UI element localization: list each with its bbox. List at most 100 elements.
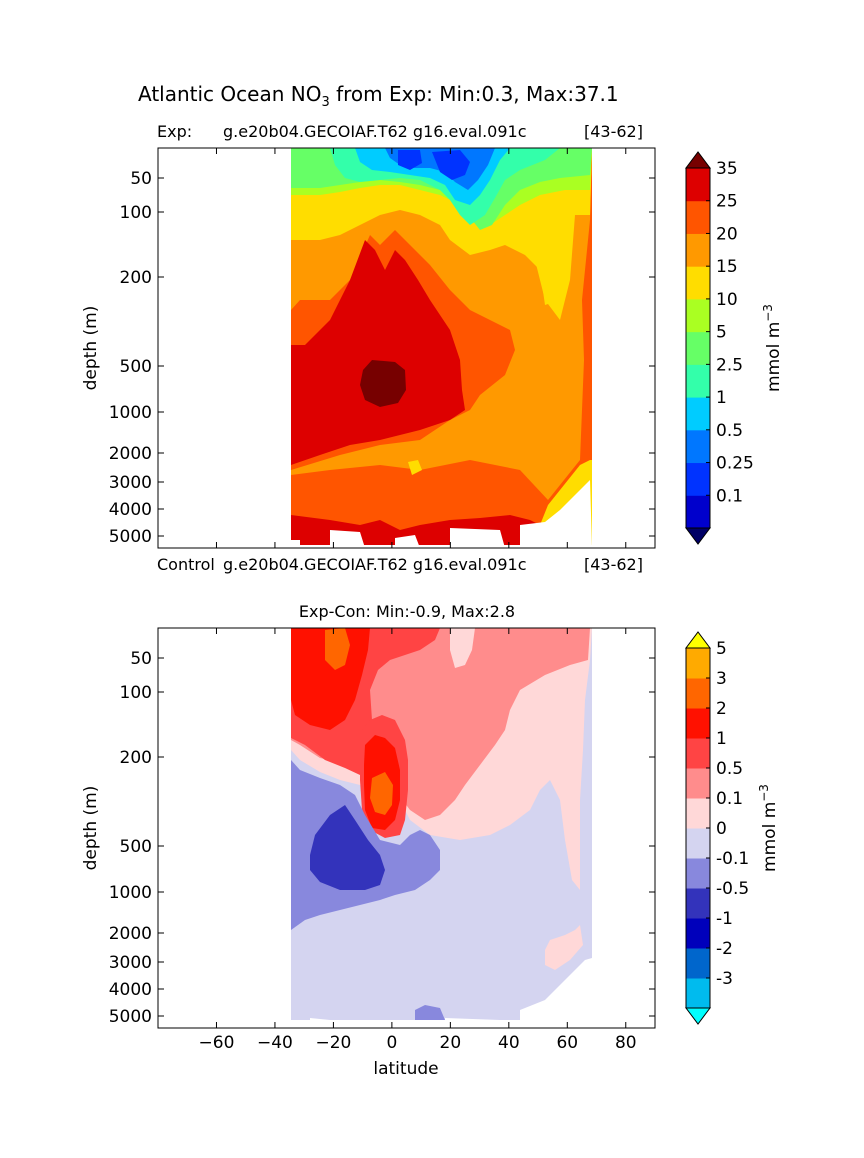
- colorbar-experiment: 0.1 0.25 0.5 1 2.5 5 10 15 20 25 35: [685, 151, 754, 545]
- colorbar-tick-label: 0.5: [716, 421, 743, 441]
- x-tick-label: 60: [556, 1033, 578, 1053]
- colorbar-swatch: [686, 888, 710, 919]
- y-tick-label: 100: [120, 203, 152, 223]
- colorbar-swatch: [686, 266, 710, 300]
- colorbar-tick-label: 35: [716, 159, 738, 179]
- y-tick-label: 3000: [109, 473, 152, 493]
- panel2-x-axis: −60 −40 −20 0 20 40 60 80: [199, 628, 637, 1053]
- colorbar-tick-label: 10: [716, 290, 738, 310]
- contour-minus1-minus0_5: [310, 805, 385, 890]
- colorbar-extend-high: [685, 151, 711, 169]
- colorbar-tick-label: 0.1: [716, 789, 743, 809]
- colorbar-tick-label: 3: [716, 669, 727, 689]
- colorbar-swatch: [686, 495, 710, 529]
- contour-minus0_5-deep: [415, 1005, 445, 1020]
- colorbar-swatch: [686, 798, 710, 829]
- panel2-frame: [157, 627, 656, 1029]
- colorbar-difference: -3 -2 -1 -0.5 -0.1 0 0.1 0.5 1 2 3 5: [685, 631, 749, 1025]
- y-tick-label: 200: [120, 748, 152, 768]
- panel2-ylabel: depth (m): [81, 786, 101, 871]
- colorbar-tick-label: 5: [716, 639, 727, 659]
- colorbar-tick-label: -3: [716, 969, 733, 989]
- colorbar-swatch: [686, 331, 710, 365]
- contour-blob: [408, 460, 422, 475]
- colorbar-outline: [685, 167, 711, 529]
- y-tick-label: 2000: [109, 924, 152, 944]
- colorbar-swatch: [686, 397, 710, 431]
- panel2-xlabel: latitude: [373, 1059, 438, 1079]
- colorbar-swatch: [686, 298, 710, 333]
- x-tick-label: −40: [257, 1033, 293, 1053]
- colorbar-tick-label: 0.25: [716, 454, 754, 474]
- colorbar-swatch: [686, 648, 710, 679]
- colorbar-swatch: [686, 708, 710, 739]
- colorbar-tick-label: 2.5: [716, 355, 743, 375]
- y-tick-label: 2000: [109, 444, 152, 464]
- colorbar-swatch: [686, 678, 710, 709]
- x-tick-label: −20: [315, 1033, 351, 1053]
- colorbar-swatch: [686, 828, 710, 859]
- panel2-title: Exp-Con: Min:-0.9, Max:2.8: [299, 602, 515, 621]
- panel1-subtitle-left: Exp:: [157, 122, 192, 141]
- colorbar-tick-label: -1: [716, 909, 733, 929]
- panel2-field: [158, 628, 655, 1028]
- panel1-frame: [157, 147, 656, 549]
- x-tick-label: 80: [615, 1033, 637, 1053]
- colorbar-swatch: [686, 364, 710, 398]
- colorbar-tick-label: 20: [716, 224, 738, 244]
- x-tick-label: 40: [498, 1033, 520, 1053]
- panel2-subtitle-years: [43-62]: [584, 555, 643, 574]
- colorbar-swatch: [686, 462, 710, 496]
- colorbar-tick-label: -0.5: [716, 879, 749, 899]
- y-tick-label: 4000: [109, 500, 152, 520]
- panel1-y-axis: 50 100 200 500 1000 2000 3000 4000 5000: [109, 148, 655, 548]
- y-tick-label: 50: [130, 169, 152, 189]
- colorbar-swatch: [686, 738, 710, 769]
- contour-1-2: [291, 628, 370, 730]
- colorbar-extend-low: [685, 527, 711, 545]
- colorbar-tick-label: 15: [716, 257, 738, 277]
- panel2-subtitle-left: Control: [157, 555, 215, 574]
- land-mask-sides-2: [158, 628, 655, 1028]
- colorbar-swatch: [686, 948, 710, 979]
- contour-2-3: [325, 628, 350, 670]
- y-tick-label: 4000: [109, 980, 152, 1000]
- bathymetry-mask: [291, 480, 592, 548]
- colorbar-tick-label: -0.1: [716, 849, 749, 869]
- panel1-ylabel: depth (m): [81, 306, 101, 391]
- y-tick-label: 200: [120, 268, 152, 288]
- colorbar-tick-label: 0.5: [716, 759, 743, 779]
- colorbar-extend-low: [685, 1007, 711, 1025]
- contour-above-35: [360, 360, 406, 407]
- y-tick-label: 3000: [109, 953, 152, 973]
- panel2-y-axis: 50 100 200 500 1000 2000 3000 4000 5000: [109, 649, 655, 1027]
- colorbar-swatch: [686, 768, 710, 799]
- colorbar-swatch: [686, 200, 710, 234]
- colorbar1-unit: mmol m−3: [761, 304, 784, 392]
- panel1-field: [158, 148, 655, 548]
- colorbar-swatch: [686, 858, 710, 889]
- colorbar-swatch: [686, 978, 710, 1009]
- contour-25-35: [291, 240, 465, 465]
- y-tick-label: 5000: [109, 1007, 152, 1027]
- figure-title: Atlantic Ocean NO3 from Exp: Min:0.3, Ma…: [138, 82, 619, 110]
- colorbar-swatch: [686, 918, 710, 949]
- panel2-subtitle-case: g.e20b04.GECOIAF.T62 g16.eval.091c: [223, 555, 527, 574]
- y-tick-label: 100: [120, 683, 152, 703]
- y-tick-label: 1000: [109, 403, 152, 423]
- panel-difference: Control g.e20b04.GECOIAF.T62 g16.eval.09…: [81, 555, 780, 1079]
- x-tick-label: 20: [440, 1033, 462, 1053]
- panel-experiment: Exp: g.e20b04.GECOIAF.T62 g16.eval.091c …: [81, 122, 784, 549]
- colorbar-swatch: [686, 429, 710, 464]
- colorbar-tick-label: 2: [716, 699, 727, 719]
- y-tick-label: 1000: [109, 883, 152, 903]
- contour-2-3-mid: [370, 772, 393, 815]
- panel1-subtitle-case: g.e20b04.GECOIAF.T62 g16.eval.091c: [223, 122, 527, 141]
- contour-0_1-0_25: [398, 150, 470, 180]
- y-tick-label: 50: [130, 649, 152, 669]
- y-tick-label: 5000: [109, 527, 152, 547]
- colorbar-tick-label: 5: [716, 323, 727, 343]
- colorbar-swatch: [686, 233, 710, 267]
- colorbar2-unit: mmol m−3: [757, 784, 780, 872]
